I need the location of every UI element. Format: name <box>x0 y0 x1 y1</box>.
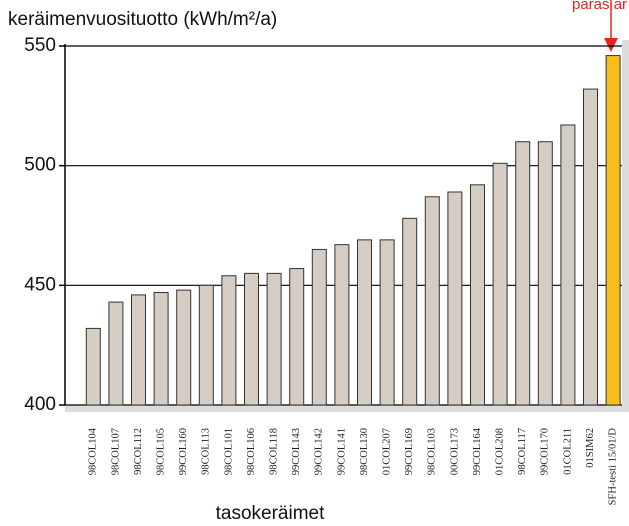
x-axis-label: tasokeräimet <box>216 503 325 524</box>
bar <box>108 301 124 406</box>
bar <box>515 141 531 406</box>
plot-shadow <box>622 40 629 412</box>
x-tick-label: 98COL130 <box>359 428 370 475</box>
bar <box>605 55 621 406</box>
x-tick-label: 00COL173 <box>449 428 460 475</box>
bar <box>221 275 237 406</box>
x-tick-label: 98COL117 <box>517 428 528 475</box>
bar <box>244 272 259 406</box>
x-tick-label: 98COL118 <box>269 428 280 475</box>
x-tick-label: 01SIM62 <box>585 428 596 468</box>
annotation-arrowhead <box>604 38 618 52</box>
x-tick-label: 98COL104 <box>88 427 99 475</box>
x-tick-label: 98COL103 <box>427 428 438 475</box>
x-tick-label: 01COL208 <box>495 428 506 475</box>
bar <box>560 124 576 406</box>
x-tick-label: 99COL143 <box>291 428 302 475</box>
plot-shadow <box>65 405 629 412</box>
x-tick-label: 99COL164 <box>472 427 483 475</box>
x-tick-label: 99COL141 <box>336 428 347 475</box>
annotation: paras ar <box>572 0 627 13</box>
y-tick-label: 550 <box>24 35 56 56</box>
chart-title: keräimenvuosituotto (kWh/m²/a) <box>8 9 277 30</box>
bar <box>424 196 440 406</box>
bar <box>492 162 508 406</box>
x-tick-label: 98COL107 <box>110 428 121 475</box>
x-tick-label: 98COL112 <box>133 428 144 475</box>
bar <box>266 272 282 406</box>
bar <box>537 141 553 406</box>
x-tick-label: 98COL113 <box>201 428 212 475</box>
bar <box>153 292 169 406</box>
x-tick-label: 01COL211 <box>562 428 573 475</box>
x-tick-label: 99COL160 <box>178 428 189 475</box>
x-tick-label: 99COL169 <box>404 428 415 475</box>
bar <box>583 88 598 406</box>
bar <box>470 184 485 406</box>
bar <box>198 284 214 406</box>
x-tick-label: 98COL106 <box>246 428 257 475</box>
y-tick-label: 500 <box>24 155 56 176</box>
bar <box>176 289 192 406</box>
bar <box>85 327 101 406</box>
bar <box>379 239 395 406</box>
x-tick-label: SFH-testi 15/01/D <box>608 428 619 506</box>
x-tick-label: 99COL170 <box>540 428 551 475</box>
y-tick-label: 450 <box>24 274 56 295</box>
x-tick-label: 01COL207 <box>382 428 393 475</box>
x-tick-label: 98COL101 <box>223 428 234 475</box>
bar <box>131 294 146 406</box>
bar <box>289 268 305 406</box>
bar <box>334 244 350 406</box>
bar <box>357 239 372 406</box>
x-tick-label: 98COL105 <box>156 428 167 475</box>
bar <box>402 217 418 406</box>
bar <box>311 248 327 406</box>
bar <box>447 191 463 406</box>
y-tick-label: 400 <box>24 394 56 415</box>
x-tick-label: 99COL142 <box>314 428 325 475</box>
